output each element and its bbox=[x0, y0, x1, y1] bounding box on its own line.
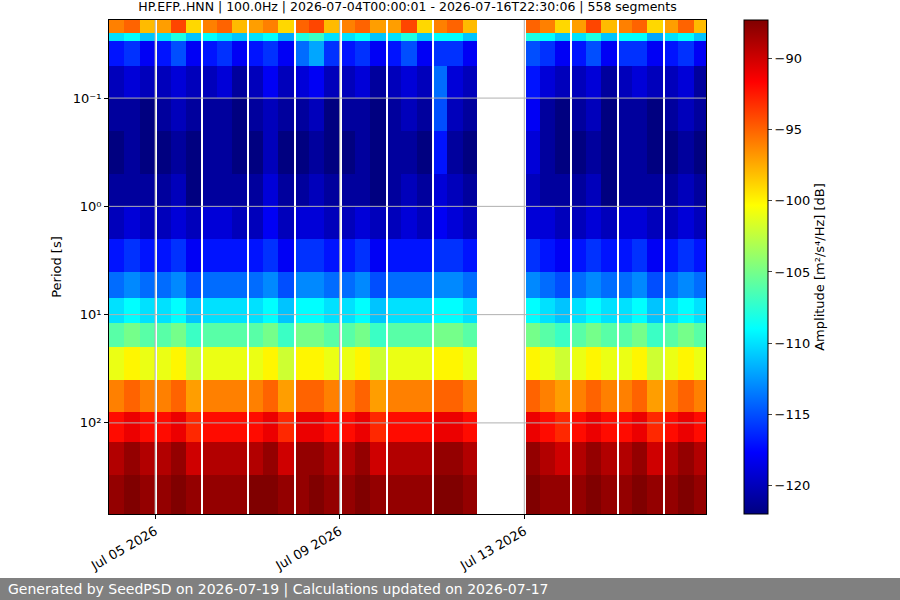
svg-text:−100: −100 bbox=[775, 193, 811, 208]
svg-text:Jul 13 2026: Jul 13 2026 bbox=[457, 523, 529, 573]
svg-text:−90: −90 bbox=[775, 51, 802, 66]
svg-text:Jul 09 2026: Jul 09 2026 bbox=[272, 523, 344, 573]
svg-text:−95: −95 bbox=[775, 122, 802, 137]
svg-text:−110: −110 bbox=[775, 336, 811, 351]
svg-text:Amplitude [m²/s⁴/Hz] [dB]: Amplitude [m²/s⁴/Hz] [dB] bbox=[812, 183, 827, 351]
html-text:Generated by SeedPSD on 2026-0: Generated by SeedPSD on 2026-07-19 | Cal… bbox=[8, 581, 549, 597]
svg-text:10²: 10² bbox=[80, 415, 102, 430]
svg-text:Period [s]: Period [s] bbox=[49, 236, 64, 298]
svg-text:Jul 05 2026: Jul 05 2026 bbox=[88, 523, 160, 573]
svg-text:−115: −115 bbox=[775, 407, 811, 422]
svg-text:−120: −120 bbox=[775, 478, 811, 493]
svg-text:−105: −105 bbox=[775, 265, 811, 280]
svg-text:HP.EFP..HNN | 100.0Hz | 2026-0: HP.EFP..HNN | 100.0Hz | 2026-07-04T00:00… bbox=[138, 0, 676, 14]
svg-text:10¹: 10¹ bbox=[80, 307, 102, 322]
svg-text:10⁻¹: 10⁻¹ bbox=[73, 91, 102, 106]
svg-text:10⁰: 10⁰ bbox=[80, 199, 102, 214]
